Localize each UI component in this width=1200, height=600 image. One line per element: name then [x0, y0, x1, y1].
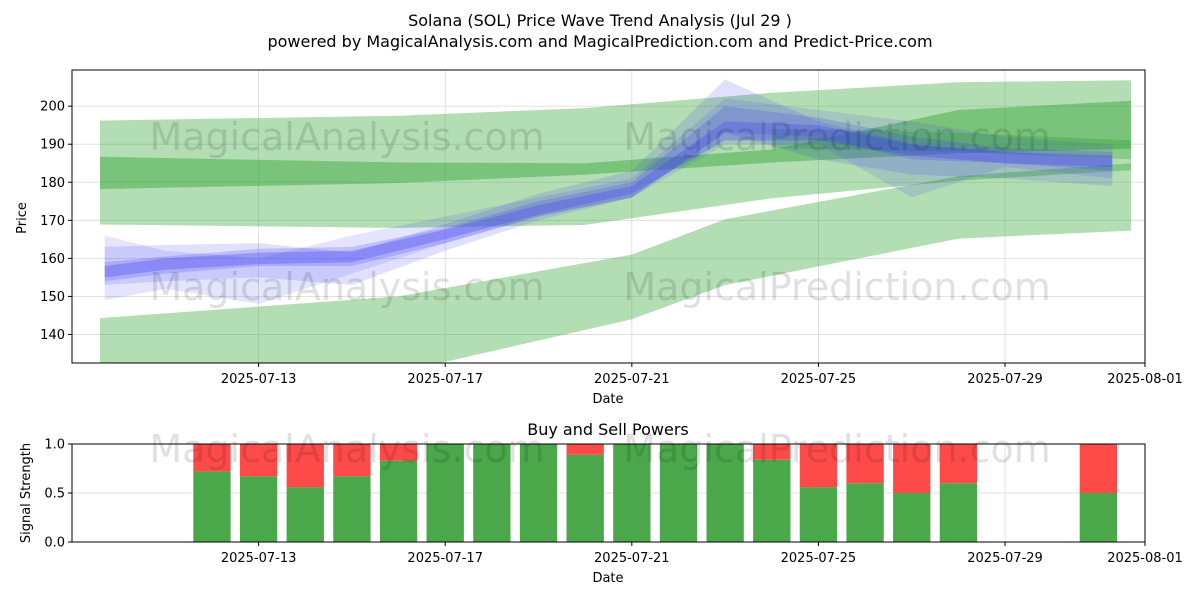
blue-wave-2 [104, 106, 1113, 282]
powers-x-tick-label-1: 2025-07-17 [407, 551, 483, 566]
buy-bar-11 [706, 444, 744, 542]
price-plot: MagicalAnalysis.com MagicalPrediction.com… [40, 69, 1183, 387]
price-x-tick-label-3: 2025-07-25 [781, 372, 857, 387]
buy-bar-14 [846, 483, 884, 542]
green-band-3 [771, 129, 1131, 160]
buy-bar-12 [753, 459, 791, 542]
price-y-tick-label-5: 190 [40, 138, 65, 153]
powers-x-axis-label: Date [592, 571, 623, 586]
sell-bar-19 [1079, 444, 1118, 493]
watermark-bottom-0: MagicalAnalysis.com [149, 427, 544, 471]
sell-bar-2 [286, 444, 324, 488]
buy-bar-2 [286, 487, 324, 542]
sell-bar-14 [846, 444, 884, 484]
powers-title: Buy and Sell Powers [527, 420, 689, 439]
green-band-1 [100, 163, 1131, 363]
buy-bar-0 [193, 471, 231, 542]
buy-bar-19 [1079, 493, 1118, 542]
sell-bar-13 [799, 444, 838, 488]
price-plot-frame [71, 69, 1146, 364]
buy-bar-3 [333, 476, 371, 542]
buy-bar-5 [426, 444, 464, 542]
blue-wave-1 [104, 98, 1113, 304]
price-x-tick-label-0: 2025-07-13 [221, 372, 297, 387]
green-band-2 [100, 100, 1131, 190]
buy-bar-1 [239, 476, 278, 542]
watermark-top-2: MagicalAnalysis.com [149, 265, 544, 309]
powers-y-axis-label: Signal Strength [19, 443, 34, 543]
powers-y-tick-label-0: 0.0 [44, 536, 65, 551]
buy-bar-9 [613, 444, 651, 542]
price-x-tick-label-5: 2025-08-01 [1107, 372, 1183, 387]
price-y-tick-label-4: 180 [40, 176, 65, 191]
powers-x-tick-label-2: 2025-07-21 [594, 551, 670, 566]
price-x-axis-label: Date [592, 392, 623, 407]
price-bands [100, 79, 1131, 363]
watermark-top-1: MagicalPrediction.com [623, 115, 1051, 159]
sell-bar-16 [939, 444, 978, 484]
blue-wave-0 [104, 79, 1113, 285]
powers-x-tick-label-0: 2025-07-13 [221, 551, 297, 566]
chart-subtitle: powered by MagicalAnalysis.com and Magic… [267, 32, 932, 51]
price-x-tick-label-1: 2025-07-17 [407, 372, 483, 387]
chart-title: Solana (SOL) Price Wave Trend Analysis (… [408, 11, 792, 30]
sell-bar-0 [193, 444, 231, 472]
powers-y-tick-label-2: 1.0 [44, 438, 65, 453]
powers-x-tick-label-3: 2025-07-25 [781, 551, 857, 566]
buy-bar-13 [799, 487, 838, 542]
powers-x-tick-label-5: 2025-08-01 [1107, 551, 1183, 566]
sell-bar-12 [753, 444, 791, 460]
buy-bar-6 [473, 444, 511, 542]
watermark-bottom-1: MagicalPrediction.com [623, 427, 1051, 471]
buy-bar-16 [939, 483, 978, 542]
watermark-top-0: MagicalAnalysis.com [149, 115, 544, 159]
sell-bar-3 [333, 444, 371, 477]
sell-bar-1 [239, 444, 278, 477]
green-band-0 [100, 80, 1131, 228]
buy-bar-15 [893, 493, 931, 542]
price-y-tick-label-6: 200 [40, 100, 65, 115]
buy-bar-7 [519, 444, 558, 542]
price-y-axis-label: Price [15, 202, 30, 234]
powers-x-tick-label-4: 2025-07-29 [967, 551, 1043, 566]
sell-bar-15 [893, 444, 931, 493]
buy-bar-4 [379, 460, 418, 542]
price-y-tick-label-2: 160 [40, 252, 65, 267]
watermark-top-3: MagicalPrediction.com [623, 265, 1051, 309]
price-x-tick-label-2: 2025-07-21 [594, 372, 670, 387]
powers-y-tick-label-1: 0.5 [44, 487, 65, 502]
price-y-tick-label-0: 140 [40, 328, 65, 343]
price-y-tick-label-1: 150 [40, 290, 65, 305]
price-y-tick-label-3: 170 [40, 214, 65, 229]
price-x-tick-label-4: 2025-07-29 [967, 372, 1043, 387]
buy-bar-8 [566, 454, 604, 542]
blue-wave-3 [104, 121, 1113, 278]
buy-bar-10 [659, 444, 698, 542]
sell-bar-4 [379, 444, 418, 461]
sell-bar-8 [566, 444, 604, 455]
powers-plot: MagicalAnalysis.com MagicalPrediction.com… [44, 427, 1182, 566]
